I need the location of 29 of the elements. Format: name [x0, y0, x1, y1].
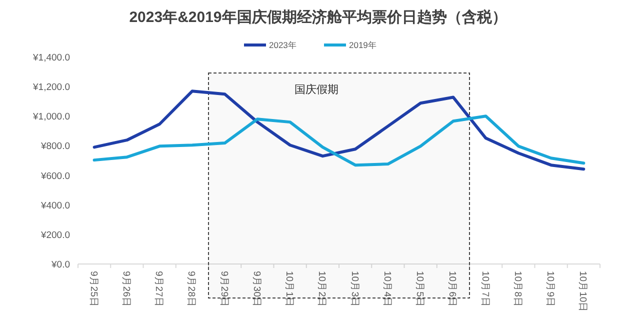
band-label: 国庆假期 — [294, 83, 338, 96]
y-tick-label: ¥1,400.0 — [32, 52, 70, 64]
legend-label: 2023年 — [269, 40, 297, 50]
x-tick-label: 9月27日 — [153, 271, 164, 307]
x-tick-label: 10月5日 — [414, 271, 426, 307]
chart-title: 2023年&2019年国庆假期经济舱平均票价日趋势（含税） — [129, 8, 507, 26]
x-tick-label: 10月6日 — [446, 271, 458, 307]
x-tick-label: 10月8日 — [512, 271, 523, 307]
x-tick-label: 10月3日 — [348, 271, 360, 307]
x-tick-label: 9月25日 — [88, 271, 99, 307]
line-series — [92, 114, 586, 167]
y-tick-label: ¥800.0 — [40, 141, 70, 152]
x-tick-label: 9月30日 — [250, 271, 262, 307]
legend-label: 2019年 — [349, 40, 377, 50]
x-tick-label: 9月29日 — [218, 271, 230, 307]
x-tick-label: 10月7日 — [479, 271, 490, 307]
y-tick-label: ¥1,000.0 — [32, 112, 70, 123]
y-tick-label: ¥1,200.0 — [32, 82, 70, 94]
x-tick-label: 9月28日 — [186, 271, 197, 307]
y-tick-label: ¥400.0 — [40, 200, 70, 212]
x-tick-label: 9月26日 — [120, 271, 132, 307]
x-tick-label: 10月4日 — [381, 271, 392, 307]
y-tick-label: ¥0.0 — [50, 260, 70, 270]
y-tick-label: ¥200.0 — [40, 230, 70, 241]
x-tick-label: 10月9日 — [544, 271, 556, 307]
x-tick-label: 10月2日 — [316, 271, 328, 307]
x-tick-label: 10月1日 — [284, 271, 295, 307]
y-tick-label: ¥600.0 — [40, 170, 70, 182]
x-tick-label: 10月10日 — [577, 271, 588, 312]
